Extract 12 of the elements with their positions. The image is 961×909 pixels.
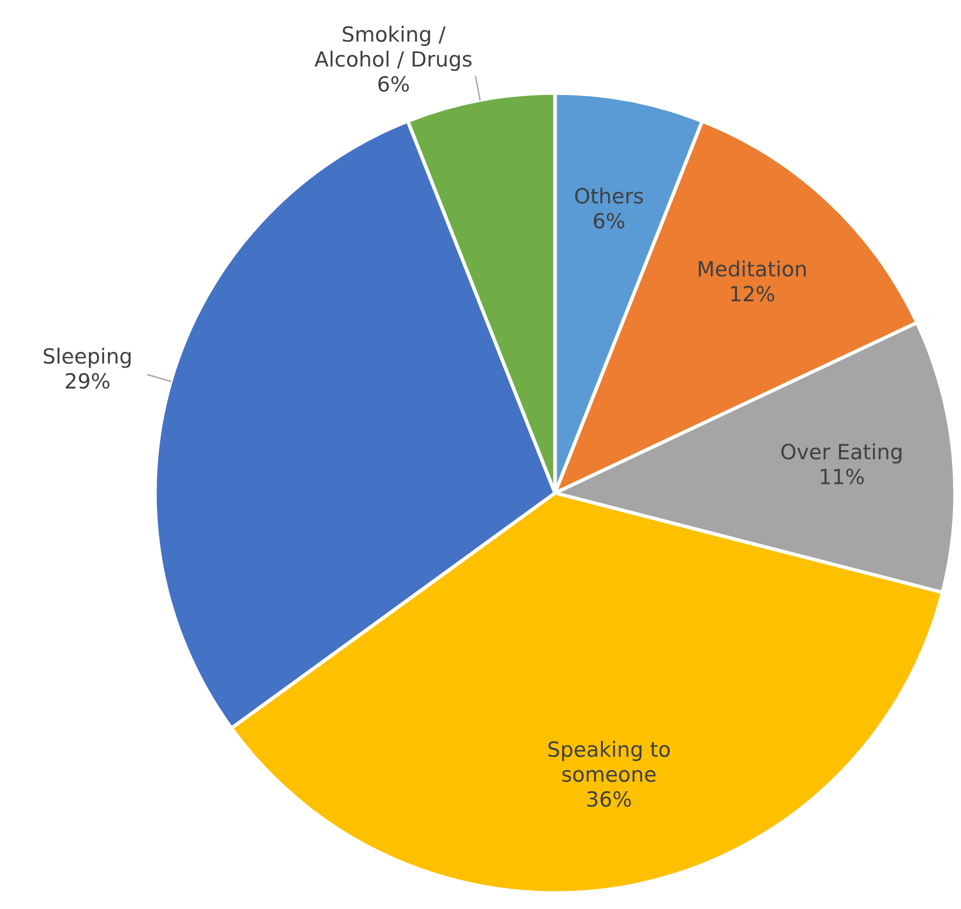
data-label: 29% [66,372,110,389]
slice-label: Over Eating [781,443,902,464]
slice-label: Others [575,188,643,204]
slice-label: Sleeping [44,348,131,368]
data-label: 6% [594,212,624,229]
data-label: 36% [587,791,631,807]
data-label: 12% [731,286,774,302]
slice-label: Speaking to someone [548,740,670,782]
data-label: 11% [820,468,864,484]
data-label: 6% [378,76,409,92]
slice-label: Smoking / Alcohol / Drugs [314,26,472,71]
slice-label: Meditation [698,260,806,277]
